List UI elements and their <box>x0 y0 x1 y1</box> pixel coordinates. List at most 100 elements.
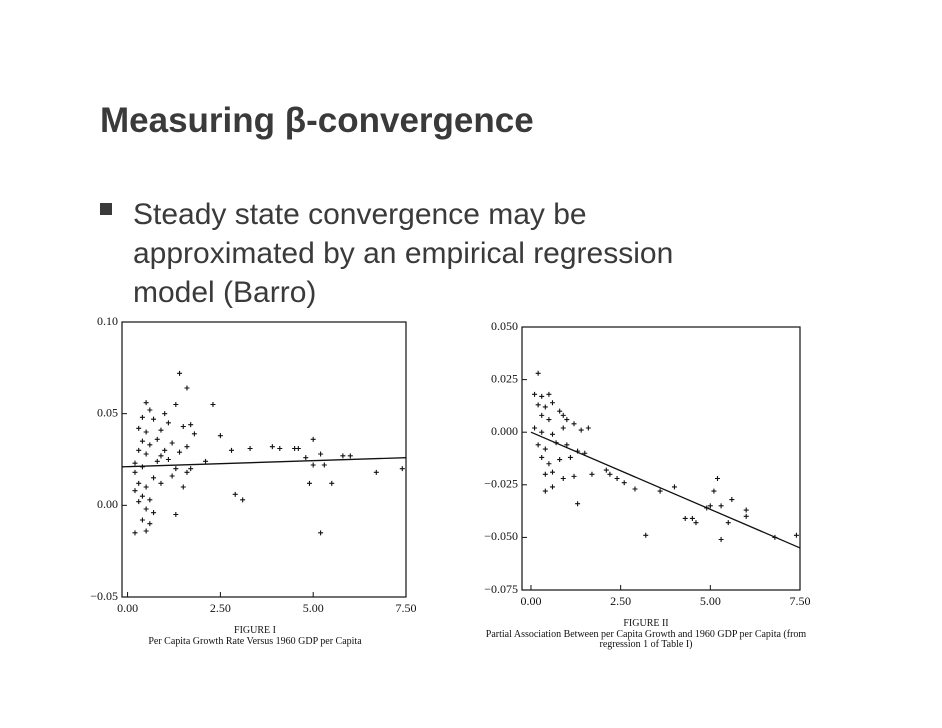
scatter-point <box>578 427 584 433</box>
scatter-point <box>542 404 548 410</box>
y-tick-label: 0.025 <box>491 371 518 385</box>
scatter-point <box>607 471 613 477</box>
plot-frame <box>521 326 801 591</box>
scatter-point <box>318 451 324 457</box>
scatter-point <box>139 493 145 499</box>
scatter-point <box>169 440 175 446</box>
figure-caption: Partial Association Between per Capita G… <box>486 629 807 640</box>
y-tick-label: 0.050 <box>491 319 518 333</box>
scatter-point <box>277 446 283 451</box>
bullet-text: approximated by an empirical regression <box>133 237 673 270</box>
scatter-point <box>158 480 164 486</box>
scatter-point <box>671 484 677 490</box>
y-tick-label: −0.075 <box>484 582 518 596</box>
scatter-point <box>743 507 749 513</box>
scatter-point <box>567 454 573 460</box>
scatter-point <box>539 454 545 460</box>
scatter-point <box>557 408 563 414</box>
scatter-point <box>657 488 663 494</box>
scatter-point <box>191 431 197 437</box>
scatter-point <box>143 506 149 512</box>
scatter-point <box>269 444 275 450</box>
x-tick-label: 0.00 <box>117 601 138 615</box>
scatter-point <box>303 455 309 461</box>
scatter-point <box>151 475 157 481</box>
scatter-point <box>310 462 316 468</box>
scatter-point <box>585 425 591 431</box>
scatter-point <box>184 385 190 391</box>
scatter-point <box>347 453 353 459</box>
scatter-point <box>560 412 566 418</box>
scatter-point <box>132 469 138 475</box>
x-tick-label: 7.50 <box>396 601 417 615</box>
scatter-point <box>180 484 186 490</box>
bullet-text: model (Barro) <box>133 276 316 309</box>
scatter-point <box>682 515 688 521</box>
scatter-point <box>188 466 194 472</box>
scatter-point <box>564 442 570 448</box>
scatter-point <box>147 407 153 413</box>
scatter-point <box>180 424 186 429</box>
scatter-point <box>240 497 246 503</box>
scatter-point <box>132 460 138 466</box>
scatter-point <box>549 431 555 437</box>
scatter-point <box>151 416 157 422</box>
scatter-point <box>539 429 545 435</box>
scatter-point <box>143 429 149 435</box>
scatter-point <box>532 391 538 397</box>
scatter-point <box>329 480 335 486</box>
bullet-text: Steady state convergence may be <box>133 198 587 231</box>
scatter-point <box>560 425 566 431</box>
scatter-point <box>136 425 142 431</box>
bullet-marker <box>100 203 112 215</box>
scatter-point <box>603 467 609 473</box>
y-tick-label: 0.000 <box>491 424 518 438</box>
scatter-point <box>693 520 699 526</box>
scatter-point <box>154 436 160 442</box>
scatter-point <box>621 480 627 486</box>
scatter-point <box>614 475 620 481</box>
scatter-point <box>151 510 157 516</box>
scatter-point <box>535 442 541 448</box>
y-tick-label: −0.025 <box>484 477 518 491</box>
scatter-point <box>711 488 717 494</box>
scatter-point <box>373 469 379 475</box>
scatter-point <box>173 466 179 472</box>
scatter-point <box>310 436 316 442</box>
y-tick-label: 0.10 <box>97 314 118 328</box>
scatter-point <box>162 447 168 453</box>
scatter-point <box>542 488 548 494</box>
scatter-point <box>132 488 138 494</box>
scatter-point <box>229 447 235 453</box>
scatter-point <box>247 446 253 451</box>
scatter-point <box>158 427 164 433</box>
scatter-point <box>184 469 190 475</box>
scatter-point <box>564 417 570 423</box>
scatter-point <box>542 471 548 477</box>
scatter-point <box>217 433 223 439</box>
scatter-point <box>139 517 145 523</box>
plot-frame <box>121 321 407 598</box>
scatter-point <box>203 458 209 464</box>
scatter-point <box>177 370 183 376</box>
scatter-point <box>162 411 168 417</box>
x-tick-label: 2.50 <box>210 601 231 615</box>
scatter-point <box>707 503 713 509</box>
scatter-point <box>399 466 405 472</box>
slide-title: Measuring β-convergence <box>100 101 534 140</box>
scatter-point <box>173 512 179 517</box>
scatter-point <box>743 513 749 519</box>
scatter-point <box>165 420 171 426</box>
x-tick-label: 2.50 <box>610 594 631 608</box>
scatter-point <box>542 446 548 452</box>
scatter-point <box>557 457 563 463</box>
scatter-point <box>177 449 183 455</box>
scatter-point <box>147 442 153 448</box>
x-tick-label: 7.50 <box>790 594 811 608</box>
scatter-point <box>549 484 555 490</box>
scatter-point <box>295 446 301 451</box>
scatter-point <box>165 457 171 462</box>
scatter-point <box>147 521 153 527</box>
scatter-point <box>143 451 149 457</box>
